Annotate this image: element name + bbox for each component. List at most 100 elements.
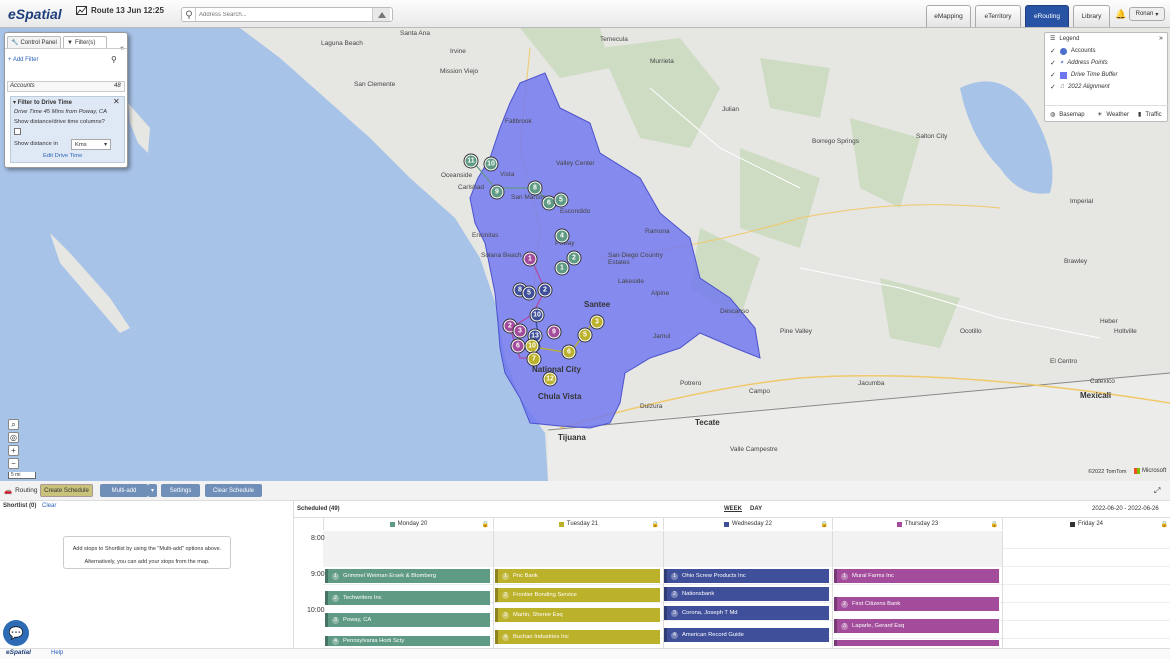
multi-add-dropdown[interactable]: ▾ <box>148 484 157 497</box>
day-header-friday[interactable]: Friday 24 🔒 <box>1002 518 1170 530</box>
schedule-event[interactable]: 2 Nationsbank <box>664 587 829 601</box>
schedule-event[interactable]: 2 First Citizens Bank <box>834 597 999 611</box>
schedule-event-partial[interactable] <box>834 640 999 646</box>
clear-schedule-button[interactable]: Clear Schedule <box>205 484 262 497</box>
map-marker[interactable]: 9 <box>547 325 561 339</box>
search-icon[interactable]: ⚲ <box>111 55 117 64</box>
map-marker[interactable]: 10 <box>484 157 498 171</box>
day-label: Thursday 23 <box>904 521 939 527</box>
basemap-button[interactable]: ◍ Basemap <box>1050 111 1085 119</box>
map-marker[interactable]: 6 <box>562 345 576 359</box>
add-address-icon[interactable] <box>372 8 390 21</box>
map-marker[interactable]: 3 <box>590 315 604 329</box>
close-icon[interactable]: ✕ <box>113 97 120 106</box>
schedule-event[interactable]: 3 Laparle, Gerard Esq <box>834 619 999 633</box>
legend-item-alignment[interactable]: ✓ ⎍ 2022 Alignment <box>1050 83 1110 92</box>
legend-item-accounts[interactable]: ✓ Accounts <box>1050 47 1096 55</box>
map-marker[interactable]: 10 <box>530 308 544 322</box>
tab-filters[interactable]: ▼ Filter(s) <box>63 36 107 48</box>
lock-icon[interactable]: 🔒 <box>1160 521 1168 528</box>
user-menu[interactable]: Ronan ▾ <box>1129 7 1165 21</box>
map-label: Poway <box>555 240 575 247</box>
settings-button[interactable]: Settings <box>161 484 200 497</box>
expand-icon[interactable]: » <box>1159 35 1163 42</box>
schedule-event[interactable]: 1 Ohio Screw Products Inc <box>664 569 829 583</box>
map-marker[interactable]: 10 <box>525 339 539 353</box>
add-filter-link[interactable]: + Add Filter <box>8 57 39 63</box>
map-label: San Diego Country Estates <box>608 252 663 266</box>
map-marker[interactable]: 2 <box>567 251 581 265</box>
map-marker[interactable]: 5 <box>578 328 592 342</box>
day-header-wednesday[interactable]: Wednesday 22 🔒 <box>663 518 832 530</box>
map-marker[interactable]: 5 <box>554 193 568 207</box>
multi-add-button[interactable]: Multi-add <box>100 484 148 497</box>
tab-control-panel[interactable]: 🔧 Control Panel <box>7 36 61 48</box>
schedule-event[interactable]: 3 Corona, Joseph T Md <box>664 606 829 620</box>
schedule-event[interactable]: 4 Pennsylvania Horti Scty <box>325 636 490 646</box>
button-label: Multi-add <box>111 487 137 494</box>
expand-arrows-icon[interactable]: ⤢ <box>1154 486 1161 495</box>
tab-eterritory[interactable]: eTerritory <box>975 5 1021 27</box>
legend-item-drive-time[interactable]: ✓ Drive Time Buffer <box>1050 71 1118 79</box>
legend-label: 2022 Alignment <box>1068 84 1110 90</box>
lock-icon[interactable]: 🔒 <box>990 521 998 528</box>
day-view-toggle[interactable]: DAY <box>750 506 763 512</box>
accounts-row[interactable] <box>7 81 125 92</box>
schedule-event[interactable]: 1 Mural Farms Inc <box>834 569 999 583</box>
traffic-button[interactable]: ▮ Traffic <box>1138 111 1162 119</box>
map-marker[interactable]: 1 <box>555 261 569 275</box>
week-view-toggle[interactable]: WEEK <box>724 506 742 512</box>
help-link[interactable]: Help <box>51 650 64 656</box>
map-marker[interactable]: 5 <box>522 286 536 300</box>
create-schedule-button[interactable]: Create Schedule <box>40 484 93 497</box>
schedule-event[interactable]: 4 Buchan Industries Inc <box>495 630 660 644</box>
bell-icon[interactable]: 🔔 <box>1115 9 1127 19</box>
schedule-event[interactable]: 3 Martin, Sheree Esq <box>495 608 660 622</box>
clear-shortlist-link[interactable]: Clear <box>42 503 57 509</box>
map-marker[interactable]: 12 <box>543 372 557 386</box>
lock-icon[interactable]: 🔒 <box>481 521 489 528</box>
hint-line: Alternatively, you can add your stops fr… <box>84 559 210 565</box>
lock-icon[interactable]: 🔒 <box>820 521 828 528</box>
espatial-logo[interactable]: eSpatial <box>8 6 62 22</box>
address-search[interactable] <box>181 7 393 22</box>
map-label: San Clemente <box>354 81 396 88</box>
map-marker[interactable]: 11 <box>464 154 478 168</box>
map-marker[interactable]: 8 <box>528 181 542 195</box>
schedule-event[interactable]: 4 American Record Guide <box>664 628 829 642</box>
map-marker[interactable]: 1 <box>523 252 537 266</box>
schedule-event[interactable]: 1 Grimmel Weiman Ersek & Blomberg <box>325 569 490 583</box>
tab-emapping[interactable]: eMapping <box>926 5 971 27</box>
legend-item-address-points[interactable]: ✓ ⌖ Address Points <box>1050 59 1108 68</box>
zoom-out-button[interactable]: − <box>8 458 19 469</box>
tab-library[interactable]: Library <box>1073 5 1110 27</box>
map-marker[interactable]: 3 <box>513 324 527 338</box>
unit-select[interactable]: Kms ▾ <box>71 139 111 150</box>
day-header-thursday[interactable]: Thursday 23 🔒 <box>832 518 1002 530</box>
day-header-monday[interactable]: Monday 20 🔒 <box>323 518 493 530</box>
schedule-event[interactable]: 1 Pnc Bank <box>495 569 660 583</box>
map-marker[interactable]: 6 <box>511 339 525 353</box>
show-columns-checkbox[interactable] <box>14 128 21 135</box>
map-marker[interactable]: 2 <box>503 319 517 333</box>
map-marker[interactable]: 4 <box>555 229 569 243</box>
map-marker[interactable]: 2 <box>538 283 552 297</box>
day-header-tuesday[interactable]: Tuesday 21 🔒 <box>493 518 663 530</box>
zoom-in-button[interactable]: + <box>8 445 19 456</box>
tab-erouting[interactable]: eRouting <box>1025 5 1069 27</box>
search-pin-icon[interactable] <box>182 8 196 21</box>
schedule-event[interactable]: 2 Frontier Bonding Service <box>495 588 660 602</box>
chat-icon[interactable]: 💬 <box>3 620 29 646</box>
schedule-event[interactable]: 2 Techwriters Inc <box>325 591 490 605</box>
lock-icon[interactable]: 🔒 <box>651 521 659 528</box>
zoom-search-icon[interactable]: ⌕ <box>8 419 19 430</box>
schedule-event[interactable]: 3 Poway, CA <box>325 613 490 627</box>
off-hours-band <box>323 531 1002 567</box>
map-canvas[interactable]: Laguna Beach San Clemente Oceanside Carl… <box>0 28 1170 481</box>
map-marker[interactable]: 9 <box>490 185 504 199</box>
locate-icon[interactable]: ◎ <box>8 432 19 443</box>
weather-button[interactable]: ☀ Weather <box>1097 111 1129 119</box>
edit-drive-time-link[interactable]: Edit Drive Time <box>43 153 83 159</box>
map-marker[interactable]: 7 <box>527 352 541 366</box>
address-search-input[interactable] <box>196 8 372 21</box>
